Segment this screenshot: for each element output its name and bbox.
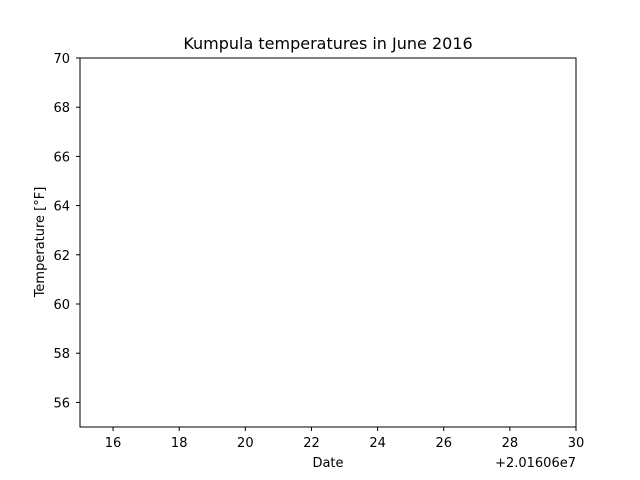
y-tick-label: 64 <box>53 200 70 215</box>
y-tick-label: 68 <box>53 101 70 116</box>
y-axis-label: Temperature [°F] <box>33 187 48 299</box>
chart-title: Kumpula temperatures in June 2016 <box>183 34 472 53</box>
x-tick-label: 16 <box>105 436 122 451</box>
y-tick-label: 60 <box>53 298 70 313</box>
y-tick-label: 70 <box>53 52 70 67</box>
x-axis-label: Date <box>312 456 343 471</box>
x-axis-offset-label: +2.01606e7 <box>495 456 576 471</box>
x-tick-label: 24 <box>369 436 386 451</box>
x-tick-label: 18 <box>171 436 188 451</box>
x-tick-label: 30 <box>568 436 585 451</box>
x-tick-label: 28 <box>502 436 519 451</box>
x-tick-label: 22 <box>303 436 320 451</box>
y-tick-label: 62 <box>53 249 70 264</box>
x-tick-label: 20 <box>237 436 254 451</box>
x-tick-label: 26 <box>435 436 452 451</box>
y-tick-label: 58 <box>53 347 70 362</box>
y-tick-label: 66 <box>53 150 70 165</box>
y-tick-label: 56 <box>53 396 70 411</box>
